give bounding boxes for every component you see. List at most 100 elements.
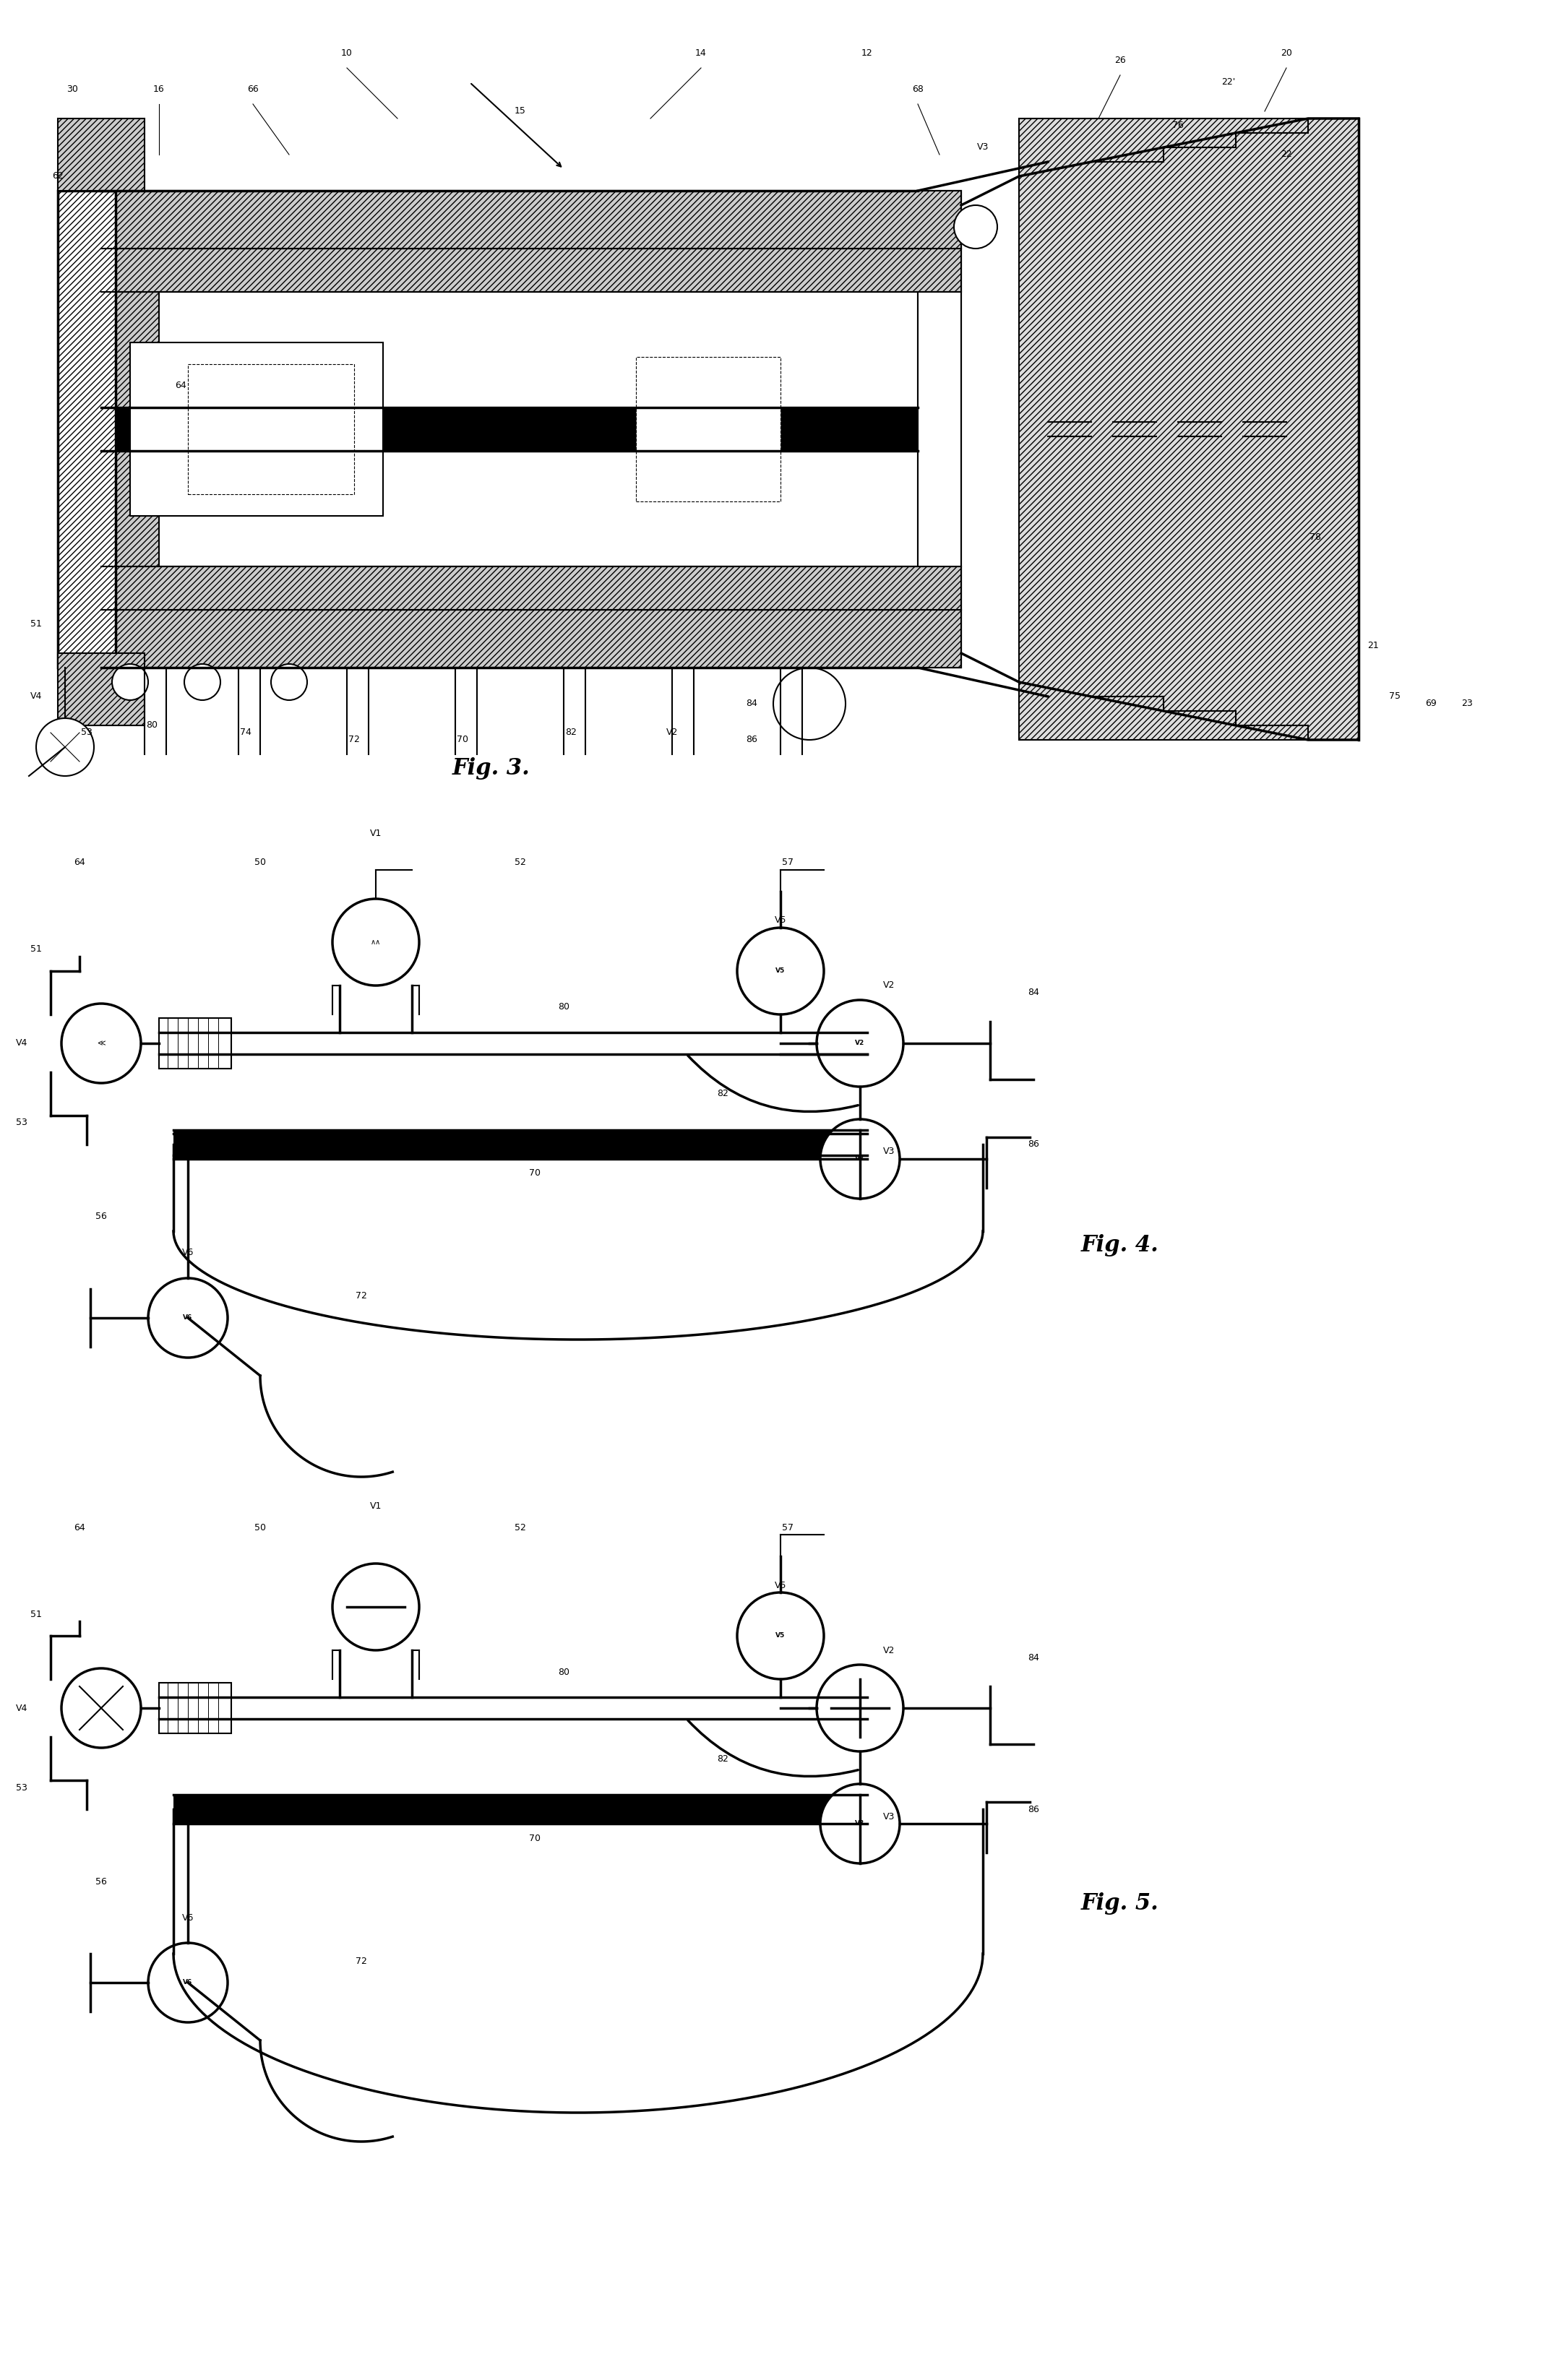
Text: 80: 80 xyxy=(557,1668,570,1676)
Text: 82: 82 xyxy=(716,1754,729,1764)
Bar xyxy=(173,1130,868,1159)
Text: V6: V6 xyxy=(183,1314,192,1321)
Text: V2: V2 xyxy=(855,1040,865,1047)
Bar xyxy=(101,190,962,248)
Text: 66: 66 xyxy=(247,86,259,95)
Text: 80: 80 xyxy=(557,1002,570,1011)
Bar xyxy=(173,1795,868,1823)
Bar xyxy=(159,1683,231,1733)
Text: 57: 57 xyxy=(782,1523,793,1533)
Bar xyxy=(72,205,159,652)
Text: V6: V6 xyxy=(183,1914,194,1923)
Text: V6: V6 xyxy=(183,1247,194,1257)
Bar xyxy=(918,190,962,669)
Text: ∧∧: ∧∧ xyxy=(370,938,381,945)
Text: V3: V3 xyxy=(884,1811,894,1821)
Text: 86: 86 xyxy=(746,735,757,745)
Circle shape xyxy=(820,1785,899,1864)
Text: V2: V2 xyxy=(884,1645,894,1654)
Text: 21: 21 xyxy=(1367,640,1378,650)
Text: 16: 16 xyxy=(153,86,164,95)
Text: ≪: ≪ xyxy=(97,1040,106,1047)
Bar xyxy=(58,176,116,683)
Text: V5: V5 xyxy=(776,1633,785,1640)
Text: 15: 15 xyxy=(515,107,526,117)
Text: 51: 51 xyxy=(30,619,42,628)
Text: 78: 78 xyxy=(1310,533,1321,543)
Text: 82: 82 xyxy=(716,1090,729,1100)
Text: 56: 56 xyxy=(95,1211,106,1221)
Text: 22: 22 xyxy=(1280,150,1293,159)
Bar xyxy=(101,190,962,248)
Text: V3: V3 xyxy=(855,1157,865,1161)
Text: 82: 82 xyxy=(565,728,576,738)
Text: Fig. 4.: Fig. 4. xyxy=(1082,1235,1160,1257)
Bar xyxy=(58,190,116,669)
Text: 51: 51 xyxy=(30,945,42,954)
Text: 57: 57 xyxy=(782,859,793,866)
Text: 50: 50 xyxy=(254,1523,265,1533)
Text: 30: 30 xyxy=(67,86,78,95)
Text: V4: V4 xyxy=(16,1038,28,1047)
Circle shape xyxy=(737,1592,824,1680)
Text: 80: 80 xyxy=(147,721,158,731)
Bar xyxy=(130,343,382,516)
Circle shape xyxy=(148,1942,228,2023)
Text: V4: V4 xyxy=(30,693,42,702)
Bar xyxy=(918,293,962,566)
Text: 74: 74 xyxy=(240,728,251,738)
Text: 52: 52 xyxy=(515,1523,526,1533)
Circle shape xyxy=(332,900,420,985)
Text: Fig. 5.: Fig. 5. xyxy=(1082,1892,1160,1914)
Bar xyxy=(58,652,145,726)
Bar xyxy=(159,1019,231,1069)
Text: 50: 50 xyxy=(254,859,265,866)
Text: Fig. 3.: Fig. 3. xyxy=(453,757,531,781)
Text: V1: V1 xyxy=(370,828,382,838)
Bar xyxy=(101,609,962,669)
Circle shape xyxy=(332,1564,420,1649)
Bar xyxy=(1019,119,1358,740)
Circle shape xyxy=(816,1000,904,1088)
Text: 12: 12 xyxy=(862,48,873,57)
Text: 20: 20 xyxy=(1280,48,1293,57)
Text: 53: 53 xyxy=(81,728,92,738)
Text: V4: V4 xyxy=(16,1704,28,1714)
Circle shape xyxy=(61,1004,140,1083)
Bar xyxy=(635,357,780,502)
Text: V2: V2 xyxy=(884,981,894,990)
Circle shape xyxy=(816,1664,904,1752)
Text: 53: 53 xyxy=(16,1119,28,1128)
Text: 68: 68 xyxy=(912,86,924,95)
Text: 70: 70 xyxy=(529,1169,540,1178)
Text: V3: V3 xyxy=(855,1821,865,1828)
Text: 72: 72 xyxy=(356,1292,367,1302)
Text: 70: 70 xyxy=(457,735,468,745)
Circle shape xyxy=(184,664,220,700)
Text: 64: 64 xyxy=(73,859,86,866)
Circle shape xyxy=(773,669,846,740)
Bar xyxy=(101,566,962,609)
Bar xyxy=(101,407,962,450)
Bar xyxy=(101,609,962,669)
Text: V5: V5 xyxy=(776,969,785,973)
Bar xyxy=(187,364,354,495)
Text: 64: 64 xyxy=(73,1523,86,1533)
Circle shape xyxy=(112,664,148,700)
Text: 52: 52 xyxy=(515,859,526,866)
Text: V6: V6 xyxy=(183,1980,192,1985)
Circle shape xyxy=(272,664,308,700)
Circle shape xyxy=(737,928,824,1014)
Text: 72: 72 xyxy=(348,735,361,745)
Text: 84: 84 xyxy=(1027,1652,1040,1661)
Circle shape xyxy=(61,1668,140,1747)
Text: 70: 70 xyxy=(529,1833,540,1842)
Text: 56: 56 xyxy=(95,1878,106,1887)
Text: 10: 10 xyxy=(342,48,353,57)
Text: V1: V1 xyxy=(370,1502,382,1511)
Circle shape xyxy=(148,1278,228,1357)
Text: 84: 84 xyxy=(1027,988,1040,997)
Text: 84: 84 xyxy=(746,700,757,709)
Circle shape xyxy=(36,719,94,776)
Text: V3: V3 xyxy=(884,1147,894,1157)
